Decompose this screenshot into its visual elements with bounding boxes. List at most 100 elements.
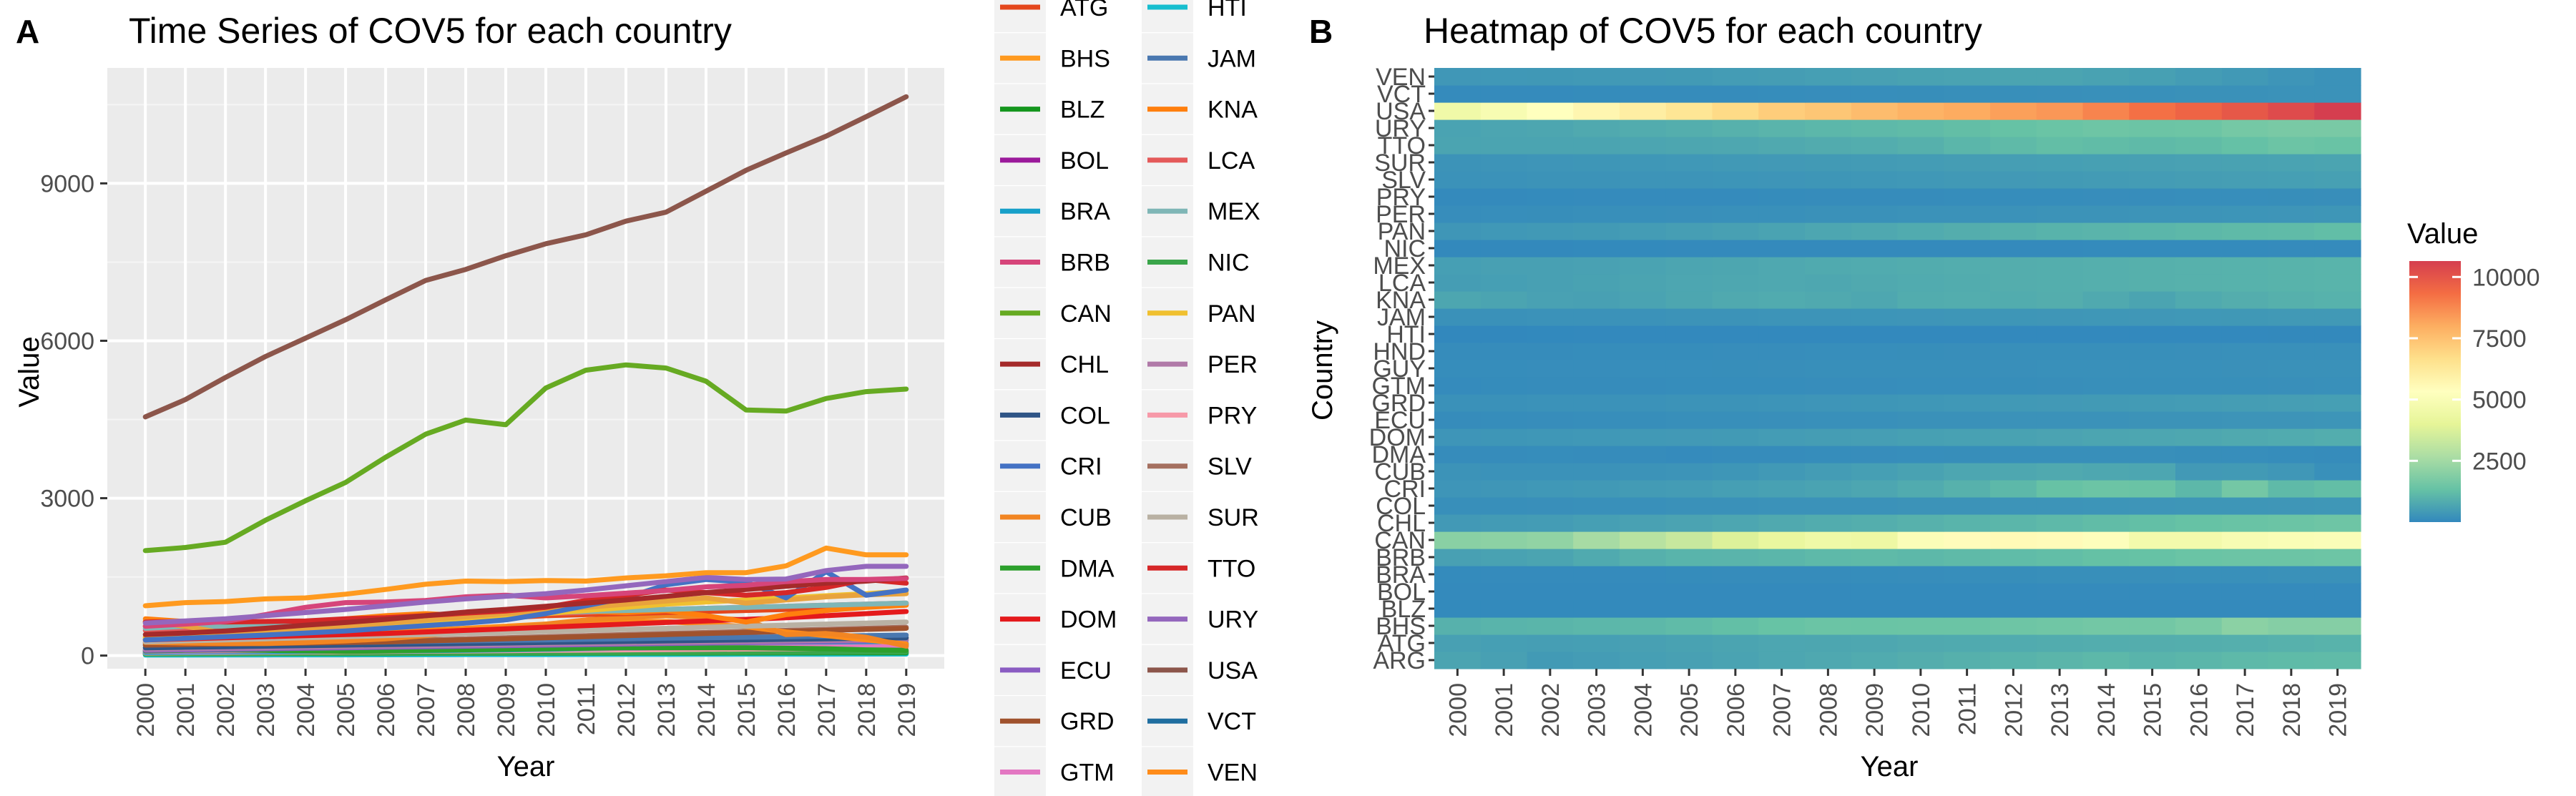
x-tick-label: 2013 [653,683,680,737]
heatmap-cell [1434,257,1482,275]
x-tick-label: 2015 [733,683,760,737]
heatmap-cell [1851,497,1899,515]
heatmap-cell [1527,188,1574,206]
heatmap-cell [1897,222,1944,240]
heatmap-cell [1480,205,1528,223]
heatmap-cell [1527,154,1574,172]
heatmap-cell [1758,240,1806,257]
heatmap-cell [2314,274,2361,292]
heatmap-cell [1851,634,1899,652]
heatmap-cell [1944,634,1991,652]
heatmap-cell [1527,617,1574,635]
heatmap-cell [2036,205,2084,223]
heatmap-cell [2221,634,2269,652]
heatmap-cell [1944,171,1991,189]
heatmap-cell [1758,85,1806,103]
year-tick-label: 2011 [1954,683,1982,735]
heatmap-cell [2175,652,2223,669]
heatmap-cell [1434,428,1482,446]
heatmap-cell [2082,566,2130,584]
panel-a-x-ticks: 2000 2001 2002 2003 2004 2005 2006 2007 2008 2009… [132,669,921,737]
heatmap-cell [1665,325,1713,343]
heatmap-cell [1897,274,1944,292]
heatmap-cell [1620,274,1667,292]
heatmap-cell [1712,652,1759,669]
heatmap-cell [1897,583,1944,601]
heatmap-cell [2175,343,2223,360]
x-tick-label: 2011 [573,683,600,735]
heatmap-cell [2036,634,2084,652]
heatmap-cell [2268,463,2315,481]
heatmap-cell [2314,531,2361,549]
colorbar-gradient [2409,261,2461,522]
heatmap-cell [1434,566,1482,584]
heatmap-cell [1944,188,1991,206]
year-tick-label: 2012 [2000,683,2027,737]
heatmap-cell [2221,205,2269,223]
x-tick-label: 2009 [493,683,520,737]
heatmap-cell [1527,634,1574,652]
heatmap-cell [2268,343,2315,360]
year-tick-label: 2010 [1908,683,1935,737]
heatmap-cell [2314,583,2361,601]
heatmap-cell [1758,634,1806,652]
heatmap-cell [1712,411,1759,429]
heatmap-cell [1990,411,2037,429]
heatmap-cell [1527,240,1574,257]
heatmap-cell [2175,514,2223,532]
heatmap-cell [1712,531,1759,549]
heatmap-cell [1527,360,1574,378]
heatmap-cell [1851,583,1899,601]
heatmap-cell [1480,308,1528,326]
heatmap-cell [2082,308,2130,326]
heatmap-cell [1665,119,1713,137]
heatmap-cell [1758,514,1806,532]
heatmap-cell [2268,68,2315,86]
heatmap-cell [1573,291,1620,309]
heatmap-cell [1527,514,1574,532]
heatmap-cell [2221,119,2269,137]
heatmap-cell [2268,652,2315,669]
heatmap-cell [1897,428,1944,446]
heatmap-cell [2036,531,2084,549]
legend-label: KNA [1208,97,1258,124]
heatmap-cell [2221,531,2269,549]
heatmap-cell [1758,480,1806,498]
heatmap-cell [1944,514,1991,532]
heatmap-cell [2082,360,2130,378]
heatmap-cell [2129,446,2176,463]
heatmap-cell [1805,531,1852,549]
heatmap-cell [2129,343,2176,360]
heatmap-cell [1897,308,1944,326]
heatmap-cell [2175,428,2223,446]
heatmap-cell [1665,549,1713,566]
heatmap-cell [2036,119,2084,137]
heatmap-cell [2175,222,2223,240]
heatmap-cell [2314,497,2361,515]
heatmap-cell [2129,531,2176,549]
heatmap-cell [1573,274,1620,292]
heatmap-cell [2314,480,2361,498]
heatmap-cell [1851,600,1899,618]
heatmap-cell [1434,137,1482,154]
country-tick-label: BRA [1376,561,1426,589]
heatmap-cell [2268,102,2315,120]
heatmap-cell [1712,463,1759,481]
heatmap-cell [1851,566,1899,584]
heatmap-cell [1434,222,1482,240]
heatmap-cell [1805,154,1852,172]
heatmap-cell [2268,360,2315,378]
heatmap-cell [2036,325,2084,343]
heatmap-cell [1434,652,1482,669]
heatmap-cell [1665,377,1713,395]
heatmap-cell [1573,377,1620,395]
heatmap-cell [2129,240,2176,257]
country-tick-label: VCT [1377,81,1426,108]
heatmap-cell [2129,119,2176,137]
heatmap-cell [1758,171,1806,189]
heatmap-cell [1805,240,1852,257]
heatmap-cell [1805,549,1852,566]
heatmap-cell [1851,343,1899,360]
heatmap-cell [1573,257,1620,275]
heatmap-cell [1851,274,1899,292]
